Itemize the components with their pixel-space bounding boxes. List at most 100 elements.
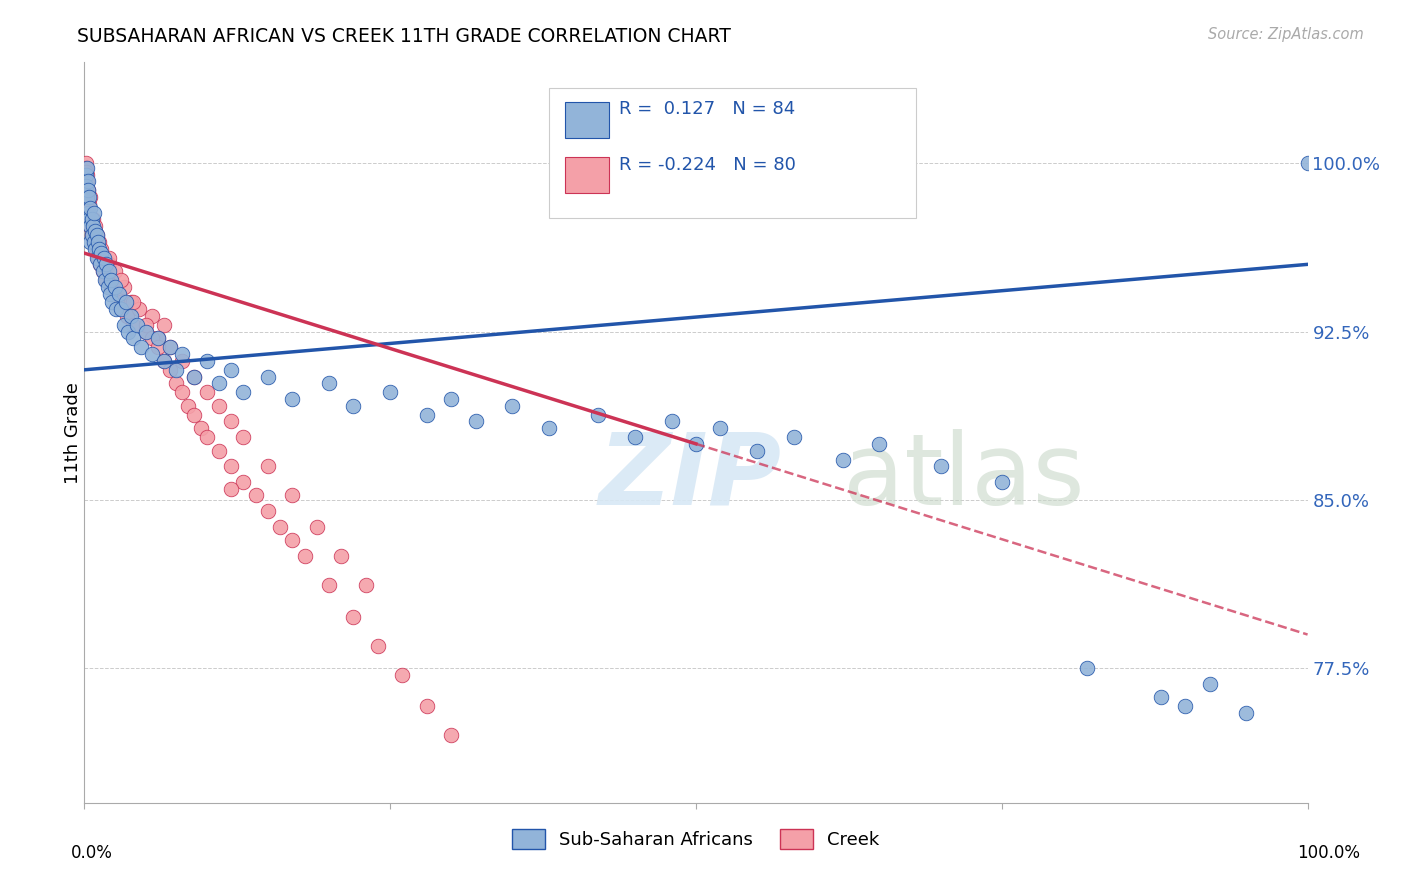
Point bbox=[831, 452, 853, 467]
Point bbox=[104, 280, 127, 294]
Point bbox=[219, 459, 242, 474]
Point bbox=[232, 430, 254, 444]
Text: 0.0%: 0.0% bbox=[70, 844, 112, 862]
Point bbox=[195, 430, 218, 444]
Point bbox=[464, 414, 486, 428]
Point bbox=[1296, 156, 1319, 170]
Point bbox=[96, 273, 118, 287]
Point bbox=[77, 190, 100, 204]
Point bbox=[869, 437, 891, 451]
Point bbox=[77, 183, 100, 197]
Point bbox=[929, 459, 952, 474]
Point bbox=[87, 242, 110, 256]
Point bbox=[416, 408, 439, 422]
Point bbox=[86, 228, 108, 243]
Point bbox=[97, 251, 120, 265]
Point bbox=[305, 520, 328, 534]
Point bbox=[87, 251, 110, 265]
Point bbox=[75, 165, 97, 179]
Point bbox=[538, 421, 561, 435]
Text: R = -0.224   N = 80: R = -0.224 N = 80 bbox=[619, 155, 796, 174]
Point bbox=[79, 219, 101, 234]
Point bbox=[294, 549, 316, 563]
Point bbox=[89, 257, 111, 271]
Point bbox=[77, 190, 100, 204]
Point bbox=[257, 504, 280, 518]
Point bbox=[342, 399, 364, 413]
Point bbox=[141, 347, 163, 361]
Point bbox=[98, 286, 121, 301]
Point bbox=[440, 729, 463, 743]
Point bbox=[77, 174, 100, 188]
Point bbox=[172, 347, 194, 361]
FancyBboxPatch shape bbox=[550, 88, 917, 218]
Point bbox=[87, 235, 110, 249]
Point bbox=[330, 549, 353, 563]
Point bbox=[190, 421, 212, 435]
Point bbox=[89, 257, 111, 271]
Point bbox=[86, 228, 108, 243]
Text: SUBSAHARAN AFRICAN VS CREEK 11TH GRADE CORRELATION CHART: SUBSAHARAN AFRICAN VS CREEK 11TH GRADE C… bbox=[77, 27, 731, 45]
Point bbox=[391, 668, 413, 682]
Point bbox=[1198, 677, 1220, 691]
Point bbox=[219, 482, 242, 496]
Point bbox=[195, 354, 218, 368]
Legend: Sub-Saharan Africans, Creek: Sub-Saharan Africans, Creek bbox=[505, 822, 887, 856]
Point bbox=[77, 183, 100, 197]
FancyBboxPatch shape bbox=[565, 157, 609, 194]
Point bbox=[83, 235, 105, 249]
Point bbox=[115, 295, 138, 310]
Point bbox=[77, 196, 100, 211]
Y-axis label: 11th Grade: 11th Grade bbox=[65, 382, 82, 483]
Point bbox=[79, 235, 101, 249]
Point bbox=[84, 219, 107, 234]
Point bbox=[117, 325, 139, 339]
Point bbox=[80, 212, 103, 227]
Point bbox=[91, 264, 114, 278]
Point bbox=[125, 318, 148, 332]
Point bbox=[165, 363, 187, 377]
Point bbox=[91, 264, 114, 278]
Point bbox=[219, 363, 242, 377]
Point bbox=[183, 408, 205, 422]
Point bbox=[232, 385, 254, 400]
Point bbox=[141, 309, 163, 323]
Point bbox=[82, 219, 104, 234]
Point bbox=[75, 161, 97, 175]
Point bbox=[110, 273, 132, 287]
Point bbox=[135, 318, 157, 332]
Point bbox=[128, 302, 150, 317]
Point bbox=[1150, 690, 1173, 705]
Point bbox=[105, 302, 128, 317]
Point bbox=[107, 286, 129, 301]
Point bbox=[79, 212, 101, 227]
Point bbox=[991, 475, 1014, 489]
Point bbox=[94, 273, 117, 287]
Point bbox=[122, 295, 145, 310]
Point bbox=[367, 639, 389, 653]
Point bbox=[153, 318, 176, 332]
Point bbox=[122, 318, 145, 332]
Point bbox=[101, 295, 124, 310]
Text: R =  0.127   N = 84: R = 0.127 N = 84 bbox=[619, 100, 796, 118]
Point bbox=[165, 376, 187, 391]
Point bbox=[75, 156, 97, 170]
Point bbox=[159, 363, 181, 377]
Point bbox=[257, 459, 280, 474]
Point bbox=[281, 488, 304, 502]
Point bbox=[281, 533, 304, 548]
Point bbox=[83, 235, 105, 249]
FancyBboxPatch shape bbox=[565, 102, 609, 138]
Point bbox=[586, 408, 609, 422]
Point bbox=[245, 488, 267, 502]
Point bbox=[112, 280, 135, 294]
Point bbox=[153, 354, 176, 368]
Point bbox=[93, 251, 115, 265]
Point bbox=[84, 224, 107, 238]
Point bbox=[159, 340, 181, 354]
Point bbox=[135, 325, 157, 339]
Point bbox=[783, 430, 806, 444]
Point bbox=[661, 414, 683, 428]
Text: Source: ZipAtlas.com: Source: ZipAtlas.com bbox=[1208, 27, 1364, 42]
Point bbox=[79, 219, 101, 234]
